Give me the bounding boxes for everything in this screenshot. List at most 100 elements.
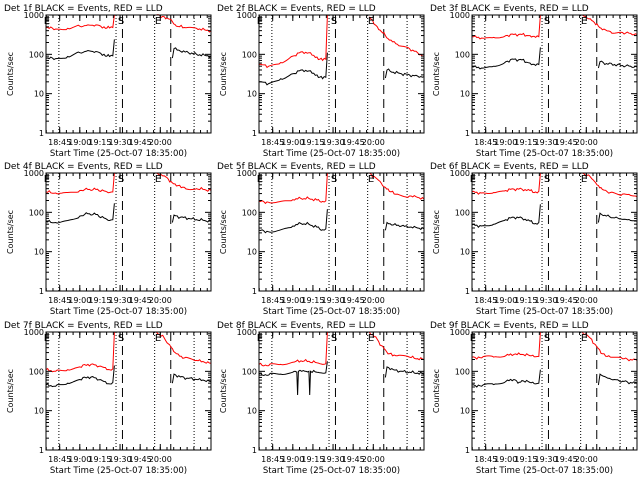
x-tick-label: 20:00 — [575, 296, 598, 305]
y-tick-label: 1000 — [237, 11, 257, 20]
plot-frame — [45, 14, 212, 134]
y-tick-label: 100 — [455, 208, 470, 217]
series-line-events — [171, 373, 212, 384]
x-axis-label: Start Time (25-Oct-07 18:35:00) — [476, 307, 613, 317]
marker-label-s: S — [544, 333, 550, 344]
y-tick-label: 1000 — [24, 328, 44, 337]
series-line-lld — [258, 172, 328, 205]
panel-det-9f: Det 9f BLACK = Events, RED = LLDESE11010… — [430, 321, 638, 476]
x-tick-label: 19:00 — [281, 455, 304, 464]
x-tick-label: 18:45 — [261, 138, 284, 147]
y-tick-label: 1000 — [237, 169, 257, 178]
marker-label-e: E — [368, 174, 374, 185]
x-tick-label: 19:30 — [535, 455, 558, 464]
series-line-events — [45, 365, 115, 388]
y-tick-label: 100 — [242, 50, 257, 59]
panel-title: Det 5f BLACK = Events, RED = LLD — [217, 162, 376, 172]
marker-label-e: E — [581, 333, 587, 344]
series-line-lld — [471, 331, 541, 360]
series-line-events — [171, 47, 212, 59]
panel-title: Det 6f BLACK = Events, RED = LLD — [430, 162, 589, 172]
y-axis-label: Counts/sec — [6, 210, 15, 254]
x-tick-label: 20:00 — [362, 138, 385, 147]
marker-label-e: E — [368, 333, 374, 344]
x-tick-label: 19:45 — [342, 138, 365, 147]
marker-label-s: S — [118, 333, 124, 344]
series-line-lld — [258, 331, 328, 367]
x-tick-label: 19:00 — [494, 138, 517, 147]
y-axis-label: Counts/sec — [219, 52, 228, 96]
marker-label-e: E — [155, 174, 161, 185]
x-tick-label: 20:00 — [575, 455, 598, 464]
y-tick-label: 100 — [29, 50, 44, 59]
panel-title: Det 9f BLACK = Events, RED = LLD — [430, 321, 589, 331]
y-tick-label: 1 — [252, 446, 257, 455]
panel-title: Det 7f BLACK = Events, RED = LLD — [4, 321, 163, 331]
x-tick-label: 19:30 — [535, 138, 558, 147]
y-tick-label: 100 — [29, 367, 44, 376]
y-tick-label: 1 — [465, 446, 470, 455]
panel-det-1f: Det 1f BLACK = Events, RED = LLDESE11010… — [4, 4, 212, 159]
series-line-events — [597, 373, 638, 386]
x-tick-label: 18:45 — [48, 138, 71, 147]
x-axis-label: Start Time (25-Oct-07 18:35:00) — [263, 149, 400, 159]
series-line-events — [472, 47, 541, 70]
y-tick-label: 1000 — [450, 169, 470, 178]
series-line-lld — [471, 14, 541, 40]
series-line-events — [471, 369, 541, 388]
panel-title: Det 2f BLACK = Events, RED = LLD — [217, 4, 376, 14]
y-tick-label: 100 — [242, 367, 257, 376]
y-tick-label: 100 — [29, 208, 44, 217]
x-tick-label: 18:45 — [261, 455, 284, 464]
x-tick-label: 18:45 — [474, 455, 497, 464]
series-line-lld — [46, 14, 115, 31]
x-tick-label: 20:00 — [362, 455, 385, 464]
x-tick-label: 19:30 — [109, 296, 132, 305]
plot-frame — [45, 331, 212, 451]
x-tick-label: 19:15 — [301, 138, 324, 147]
y-tick-label: 100 — [455, 50, 470, 59]
series-line-events — [258, 52, 328, 86]
x-tick-label: 18:45 — [48, 296, 71, 305]
panel-det-5f: Det 5f BLACK = Events, RED = LLDESE11010… — [217, 162, 425, 317]
marker-label-s: S — [544, 174, 550, 185]
series-line-lld — [582, 172, 638, 198]
marker-label-e: E — [368, 16, 374, 27]
y-tick-label: 10 — [460, 407, 470, 416]
marker-label-s: S — [331, 174, 337, 185]
panel-title: Det 8f BLACK = Events, RED = LLD — [217, 321, 376, 331]
plot-frame — [45, 172, 212, 292]
panel-det-4f: Det 4f BLACK = Events, RED = LLDESE11010… — [4, 162, 212, 317]
x-tick-label: 19:00 — [494, 455, 517, 464]
series-line-events — [384, 68, 425, 79]
y-axis-label: Counts/sec — [219, 369, 228, 413]
x-tick-label: 18:45 — [474, 138, 497, 147]
x-tick-label: 20:00 — [362, 296, 385, 305]
series-line-lld — [45, 331, 115, 373]
y-tick-label: 1000 — [237, 328, 257, 337]
x-axis-label: Start Time (25-Oct-07 18:35:00) — [263, 307, 400, 317]
x-tick-label: 20:00 — [575, 138, 598, 147]
y-tick-label: 10 — [34, 248, 44, 257]
x-tick-label: 18:45 — [48, 455, 71, 464]
y-axis-label: Counts/sec — [6, 369, 15, 413]
x-tick-label: 19:30 — [109, 455, 132, 464]
y-tick-label: 1 — [252, 287, 257, 296]
x-tick-label: 19:45 — [555, 455, 578, 464]
y-tick-label: 10 — [34, 407, 44, 416]
x-axis-label: Start Time (25-Oct-07 18:35:00) — [50, 466, 187, 476]
marker-label-e: E — [581, 16, 587, 27]
x-tick-label: 19:30 — [322, 138, 345, 147]
plot-frame — [471, 172, 638, 292]
x-tick-label: 19:45 — [555, 296, 578, 305]
panel-det-3f: Det 3f BLACK = Events, RED = LLD S E 1 10 100… — [430, 4, 638, 159]
series-line-events — [258, 361, 328, 396]
x-tick-label: 19:15 — [88, 138, 111, 147]
y-axis-label: Counts/sec — [432, 52, 441, 96]
y-tick-label: 1000 — [24, 11, 44, 20]
series-line-lld — [156, 172, 212, 192]
series-line-events — [471, 204, 541, 228]
plot-frame — [258, 14, 425, 134]
series-line-events — [258, 209, 328, 234]
x-axis-label: Start Time (25-Oct-07 18:35:00) — [50, 149, 187, 159]
